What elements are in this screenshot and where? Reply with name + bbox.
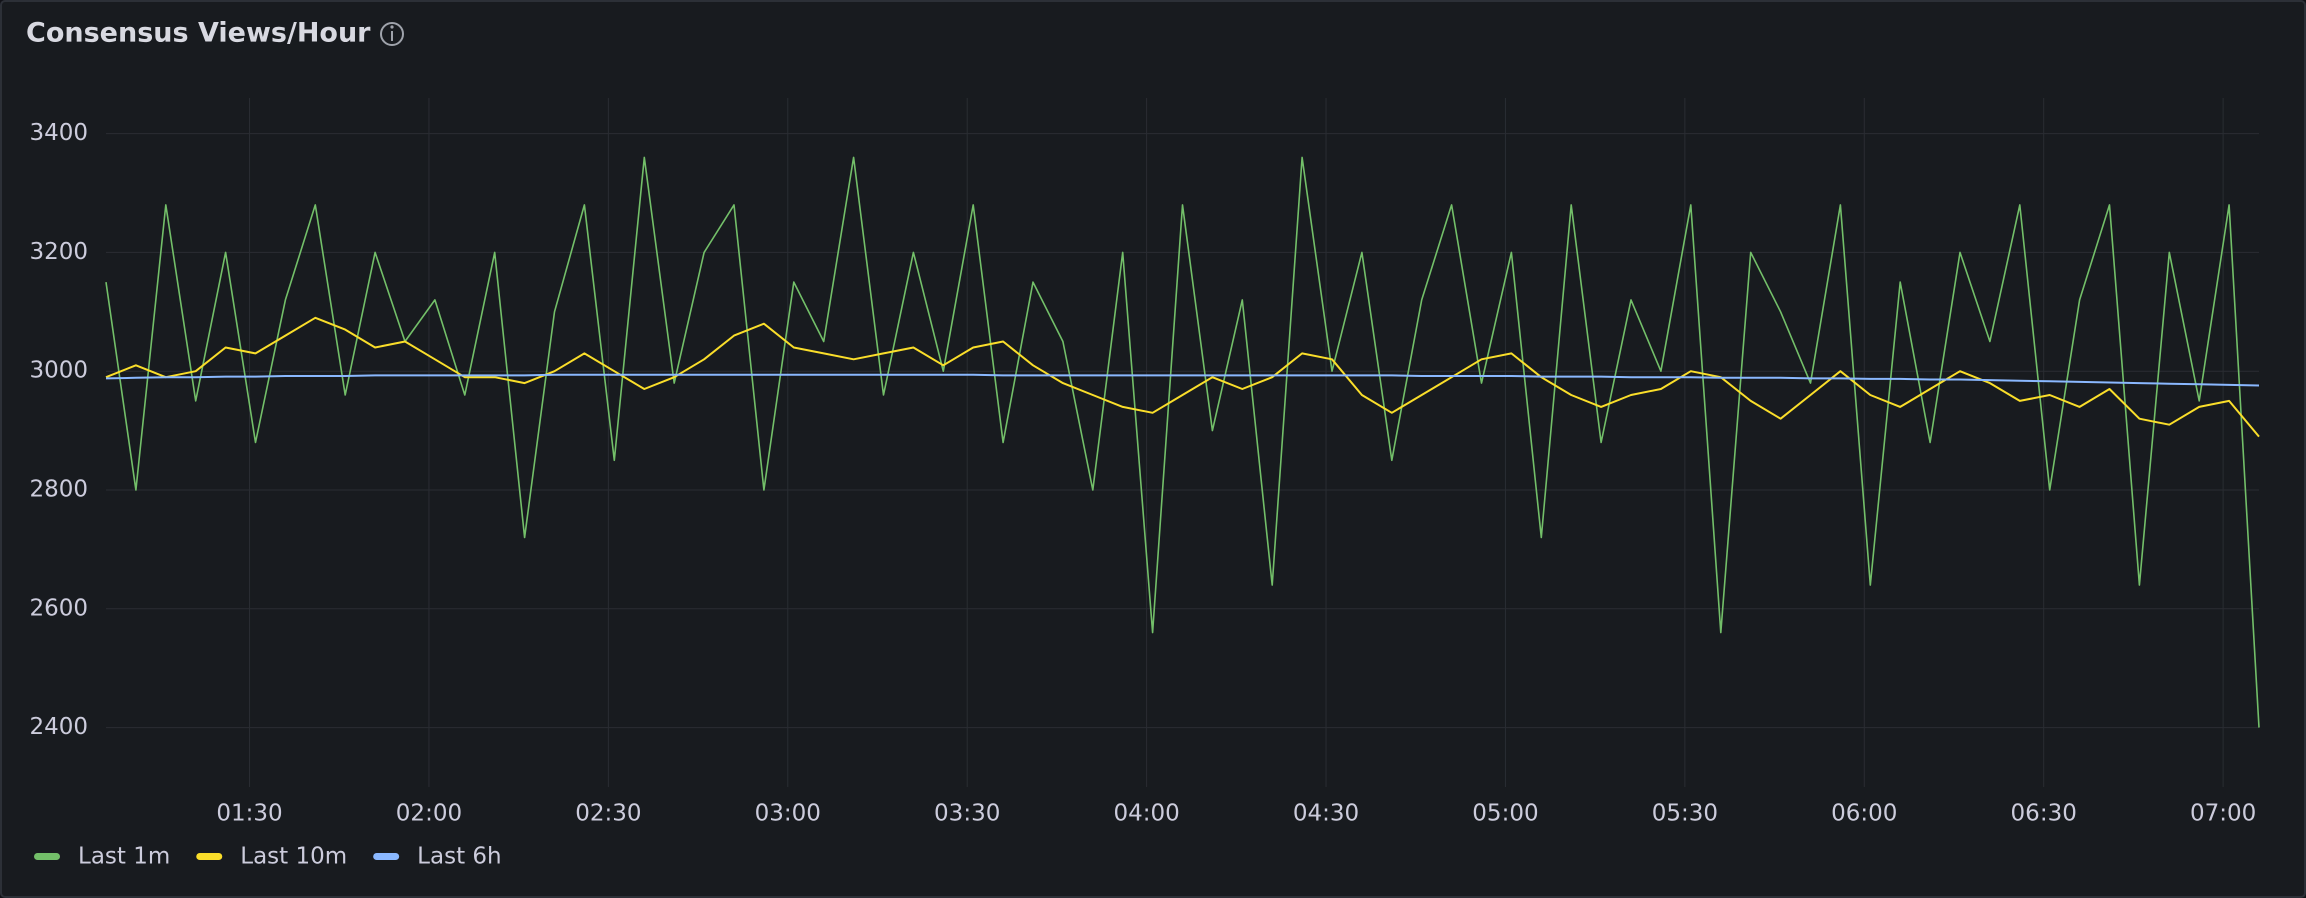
series-line (105, 373, 2260, 387)
y-tick-label: 2800 (29, 477, 88, 503)
legend-label: Last 10m (240, 844, 347, 870)
x-tick-label: 02:00 (396, 801, 462, 827)
x-tick-label: 05:00 (1472, 801, 1538, 827)
series-line (105, 316, 2260, 438)
x-tick-label: 04:30 (1293, 801, 1359, 827)
x-tick-label: 02:30 (575, 801, 641, 827)
legend-item[interactable]: Last 6h (373, 844, 502, 870)
y-tick-label: 2400 (29, 714, 88, 740)
legend-swatch (373, 853, 400, 860)
x-tick-label: 05:30 (1652, 801, 1718, 827)
series-line (105, 156, 2260, 728)
x-tick-label: 06:30 (2011, 801, 2077, 827)
y-tick-label: 3000 (29, 358, 88, 384)
legend-label: Last 1m (78, 844, 170, 870)
x-tick-label: 03:00 (755, 801, 821, 827)
y-tick-label: 3200 (29, 239, 88, 265)
legend-swatch (34, 853, 60, 860)
y-tick-label: 3400 (29, 120, 88, 146)
x-tick-label: 07:00 (2190, 801, 2256, 827)
legend-item[interactable]: Last 10m (196, 844, 347, 870)
x-tick-label: 04:00 (1113, 801, 1179, 827)
x-tick-label: 03:30 (934, 801, 1000, 827)
x-tick-label: 01:30 (216, 801, 282, 827)
x-tick-label: 06:00 (1831, 801, 1897, 827)
info-icon[interactable] (380, 22, 404, 46)
panel-title: Consensus Views/Hour (26, 18, 371, 49)
legend-label: Last 6h (417, 844, 501, 870)
legend-item[interactable]: Last 1m (34, 844, 170, 870)
legend-swatch (196, 853, 223, 860)
y-tick-label: 2600 (29, 595, 88, 621)
